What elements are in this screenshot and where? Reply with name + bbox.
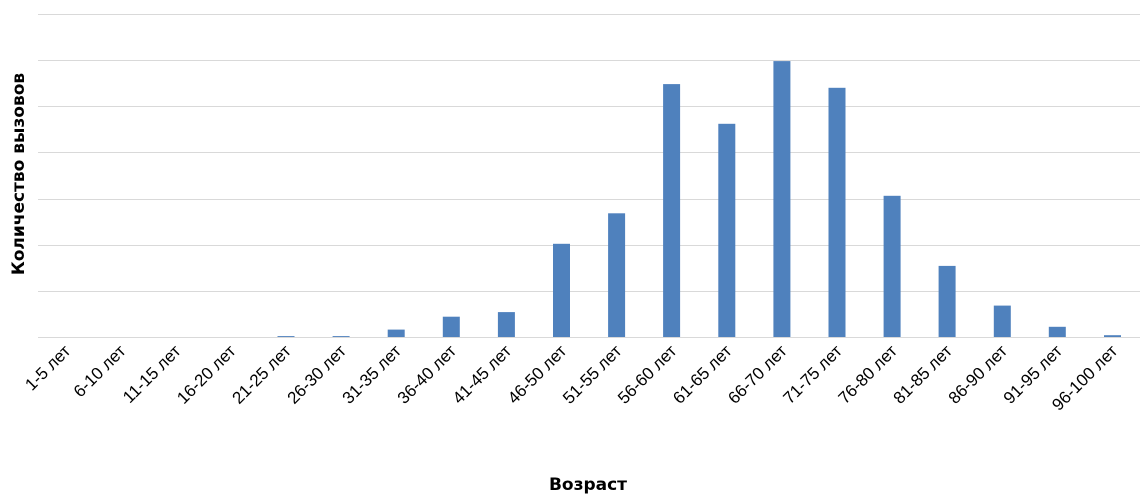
x-tick-label-11: 56-60 лет [614, 341, 680, 407]
bar-10 [608, 213, 626, 337]
x-tick-label-0: 1-5 лет [21, 341, 74, 394]
bar-9 [553, 243, 570, 337]
x-tick-label-17: 86-90 лет [945, 341, 1011, 407]
bar-11 [663, 84, 681, 337]
x-tick-label-5: 26-30 лет [284, 341, 350, 407]
x-tick-label-6: 31-35 лет [339, 341, 405, 407]
x-tick-label-14: 71-75 лет [779, 341, 845, 407]
bar-6 [387, 329, 405, 337]
bar-17 [993, 305, 1011, 337]
bar-14 [828, 87, 846, 337]
x-tick-label-10: 51-55 лет [559, 341, 625, 407]
bar-13 [773, 61, 791, 337]
x-tick-label-4: 21-25 лет [228, 341, 294, 407]
x-tick-label-8: 41-45 лет [449, 341, 515, 407]
bar-7 [442, 316, 460, 337]
bar-19 [1104, 335, 1121, 337]
x-tick-label-13: 66-70 лет [724, 341, 790, 407]
x-tick-label-3: 16-20 лет [173, 341, 239, 407]
gridlines [38, 14, 1140, 338]
x-tick-label-16: 81-85 лет [890, 341, 956, 407]
x-tick-label-15: 76-80 лет [835, 341, 901, 407]
bar-4 [277, 336, 295, 337]
x-axis-title: Возраст [549, 475, 627, 495]
bars [277, 61, 1121, 337]
x-tick-label-9: 46-50 лет [504, 341, 570, 407]
x-tick-label-7: 36-40 лет [394, 341, 460, 407]
bar-8 [497, 312, 515, 337]
bar-5 [332, 336, 350, 337]
bar-18 [1048, 326, 1066, 337]
y-axis-title: Количество вызовов [9, 73, 29, 276]
bar-12 [718, 123, 736, 337]
bar-16 [938, 265, 956, 337]
bar-15 [883, 195, 901, 337]
x-tick-label-12: 61-65 лет [669, 341, 735, 407]
